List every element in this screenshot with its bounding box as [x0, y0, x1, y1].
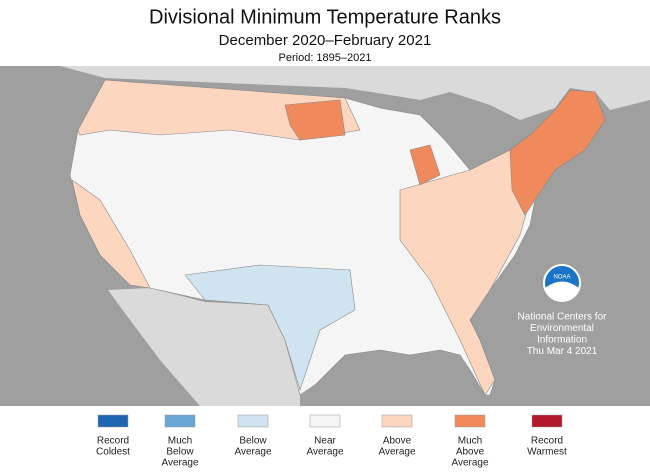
northern-tier [77, 79, 361, 141]
legend-swatch [531, 414, 563, 428]
title: Divisional Minimum Temperature Ranks [149, 6, 501, 28]
logo: NOAA [543, 264, 581, 302]
legend-label: Near [314, 436, 336, 447]
legend-swatch [309, 414, 341, 428]
legend-label: Much [168, 436, 192, 447]
subtitle: December 2020–February 2021 [219, 32, 432, 49]
credit-line: Thu Mar 4 2021 [527, 346, 598, 357]
legend-label: Average [451, 458, 489, 469]
credit-line: Information [537, 335, 587, 346]
legend: RecordColdestMuchBelowAverageBelowAverag… [96, 414, 567, 469]
legend-swatch [237, 414, 269, 428]
northeast [509, 89, 606, 216]
legend-swatch [454, 414, 486, 428]
credit-line: National Centers for [518, 312, 608, 323]
period: Period: 1895–2021 [279, 52, 372, 64]
legend-label: Below [239, 436, 267, 447]
logo-wave [545, 281, 579, 301]
california [71, 179, 151, 289]
logo-text: NOAA [553, 275, 570, 281]
legend-label: Average [306, 447, 344, 458]
legend-swatch [97, 414, 129, 428]
legend-label: Above [383, 436, 412, 447]
mexico [108, 288, 300, 406]
legend-label: Much [458, 436, 482, 447]
legend-label: Below [166, 447, 194, 458]
legend-swatch [164, 414, 196, 428]
legend-label: Above [456, 447, 485, 458]
legend-label: Average [161, 458, 199, 469]
legend-label: Warmest [527, 447, 567, 458]
legend-label: Coldest [96, 447, 130, 458]
michigan [409, 144, 441, 186]
legend-label: Average [234, 447, 272, 458]
credit-line: Environmental [530, 323, 594, 334]
canada [0, 66, 650, 120]
minnesota [284, 99, 346, 141]
legend-label: Average [378, 447, 416, 458]
map [0, 66, 650, 406]
legend-swatch [381, 414, 413, 428]
southwest [184, 264, 356, 391]
credit: National Centers forEnvironmentalInforma… [518, 312, 608, 358]
legend-label: Record [97, 436, 129, 447]
legend-label: Record [531, 436, 563, 447]
